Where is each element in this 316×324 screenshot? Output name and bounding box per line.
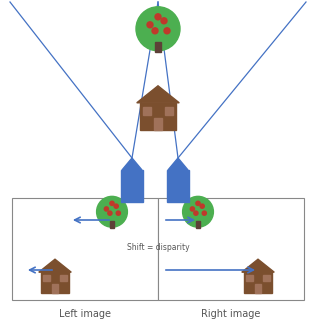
Text: Shift = disparity: Shift = disparity — [127, 244, 189, 252]
Bar — [155, 42, 161, 52]
Circle shape — [152, 28, 158, 34]
Bar — [43, 275, 50, 281]
Bar — [60, 275, 67, 281]
Text: Left image: Left image — [59, 309, 111, 319]
Polygon shape — [39, 259, 71, 272]
Circle shape — [110, 201, 114, 205]
Bar — [121, 170, 143, 202]
Circle shape — [97, 196, 127, 227]
Bar — [167, 170, 189, 202]
Circle shape — [147, 22, 153, 28]
Circle shape — [104, 207, 108, 211]
Circle shape — [190, 207, 195, 211]
Circle shape — [136, 7, 180, 51]
Circle shape — [161, 18, 167, 24]
Bar — [110, 221, 114, 228]
Bar — [255, 284, 261, 293]
Circle shape — [164, 28, 170, 34]
Circle shape — [196, 201, 200, 205]
Circle shape — [200, 204, 204, 208]
Circle shape — [194, 211, 198, 215]
Bar — [154, 118, 162, 130]
Polygon shape — [168, 158, 188, 170]
Bar — [165, 107, 173, 115]
Bar — [143, 107, 151, 115]
Bar — [244, 272, 272, 293]
Text: Right image: Right image — [201, 309, 261, 319]
Bar — [158, 198, 304, 300]
Polygon shape — [122, 158, 142, 170]
Polygon shape — [137, 86, 179, 103]
Bar — [140, 103, 176, 130]
Bar — [196, 221, 200, 228]
Bar — [52, 284, 58, 293]
Bar — [246, 275, 253, 281]
Polygon shape — [242, 259, 274, 272]
Circle shape — [155, 14, 161, 20]
Circle shape — [202, 211, 206, 215]
Circle shape — [183, 196, 213, 227]
Bar — [263, 275, 270, 281]
Circle shape — [108, 211, 112, 215]
Bar — [41, 272, 69, 293]
Circle shape — [116, 211, 120, 215]
Circle shape — [114, 204, 118, 208]
Bar — [12, 198, 158, 300]
